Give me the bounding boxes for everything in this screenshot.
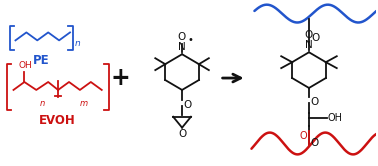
Text: O: O <box>177 32 185 42</box>
Text: O: O <box>310 97 318 107</box>
Text: O: O <box>299 131 307 141</box>
Text: n: n <box>75 39 81 48</box>
Text: O: O <box>310 138 318 148</box>
Text: O: O <box>183 100 191 110</box>
Text: EVOH: EVOH <box>39 114 76 127</box>
Text: N: N <box>305 40 313 50</box>
Text: n: n <box>40 99 45 108</box>
Text: N: N <box>178 42 186 52</box>
Text: •: • <box>187 35 193 45</box>
Text: +: + <box>111 66 130 90</box>
Text: PE: PE <box>33 54 50 67</box>
Text: m: m <box>80 99 88 108</box>
Text: O: O <box>311 33 319 43</box>
Text: O: O <box>305 30 313 40</box>
Text: O: O <box>178 129 186 139</box>
Text: OH: OH <box>19 61 32 70</box>
Text: OH: OH <box>328 113 343 123</box>
